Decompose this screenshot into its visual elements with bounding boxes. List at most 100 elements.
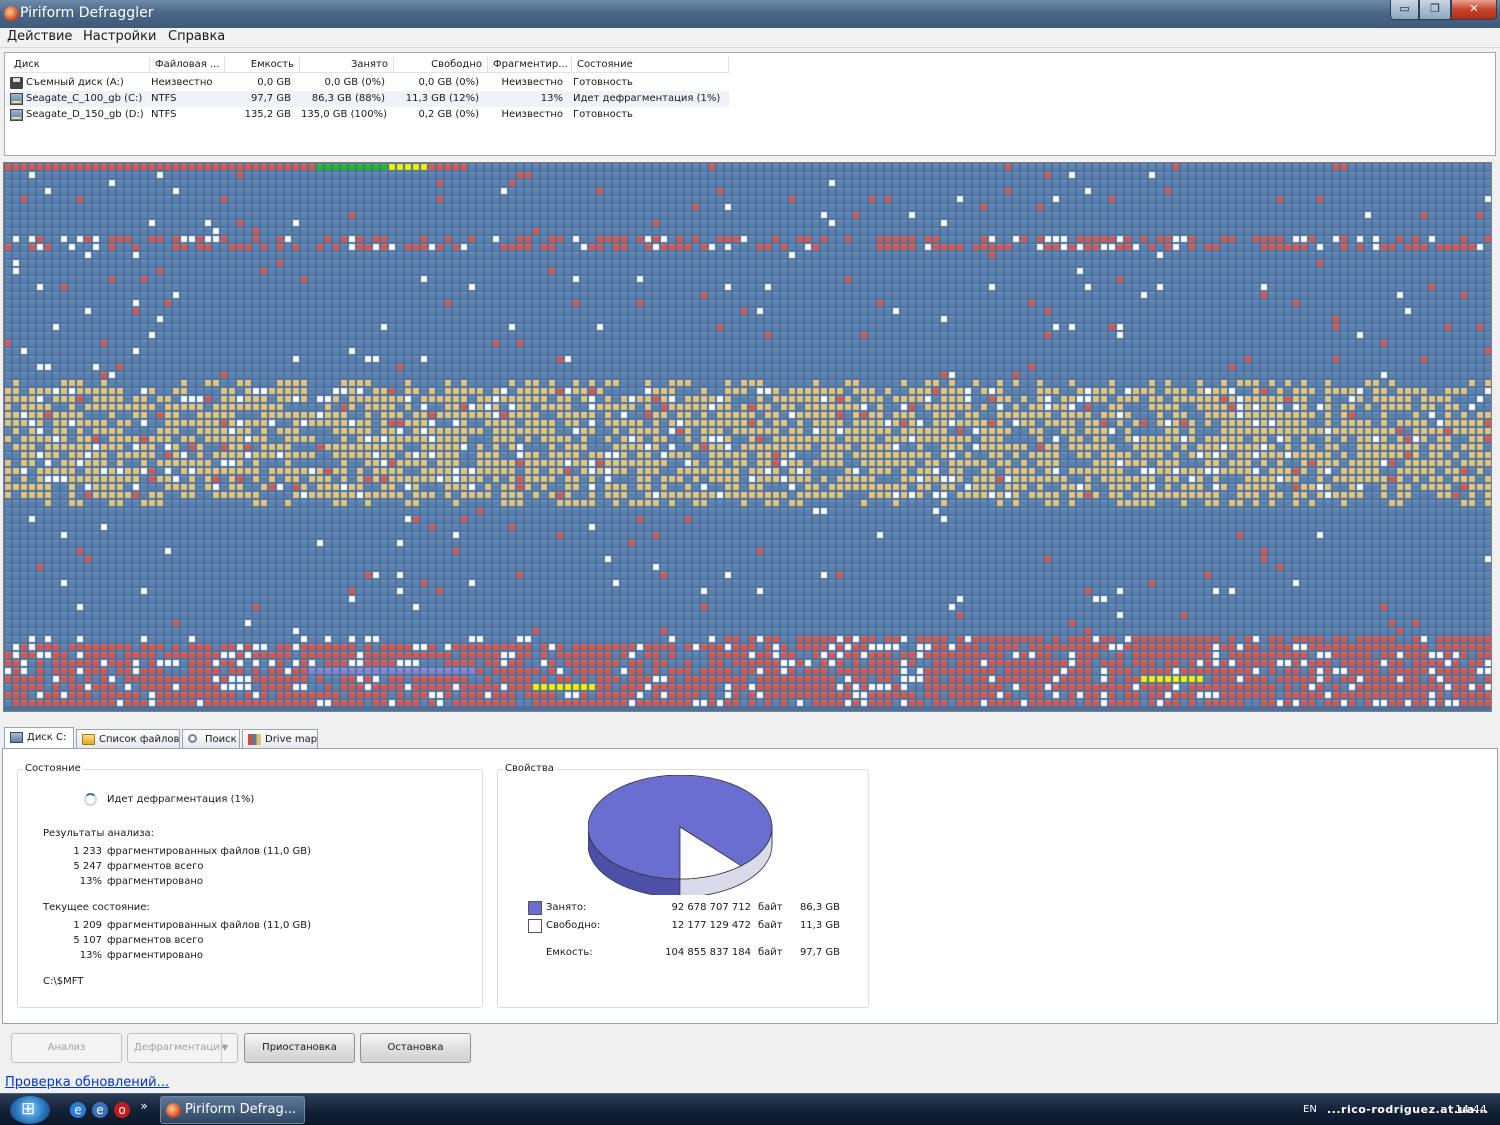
prop-bytes-capacity: 104 855 837 184: [665, 947, 751, 958]
prop-unit: байт: [758, 920, 783, 931]
tab-label: Диск C:: [27, 732, 67, 743]
pause-button[interactable]: Приостановка: [244, 1033, 355, 1063]
stop-button[interactable]: Остановка: [360, 1033, 471, 1063]
drive-map-icon: [248, 734, 261, 745]
status-group: Состояние Идет дефрагментация (1%) Резул…: [17, 763, 483, 1008]
column-fragmentation[interactable]: Фрагментир...: [488, 57, 572, 73]
status-group-title: Состояние: [23, 763, 83, 774]
usage-pie-chart: [588, 775, 773, 895]
analysis-value: 1 233: [73, 846, 102, 857]
prop-label-free: Свободно:: [546, 920, 601, 931]
column-status[interactable]: Состояние: [572, 57, 729, 73]
tab-disk-c[interactable]: Диск C:: [4, 727, 74, 749]
check-updates-link[interactable]: Проверка обновлений...: [5, 1075, 170, 1090]
drive-map[interactable]: [3, 162, 1492, 712]
tab-file-list[interactable]: Список файлов: [76, 729, 180, 749]
quick-launch-icon[interactable]: e: [92, 1102, 108, 1118]
current-label: фрагментировано: [107, 950, 203, 961]
menu-help[interactable]: Справка: [168, 29, 226, 44]
defraggler-app-icon: [4, 6, 19, 21]
prop-size-used: 86,3 GB: [799, 902, 840, 913]
disk-status: Идет дефрагментация (1%): [573, 93, 721, 104]
legend-used-swatch: [528, 901, 542, 915]
search-icon: [188, 734, 197, 743]
opera-icon[interactable]: o: [114, 1102, 130, 1118]
disk-filesystem: NTFS: [151, 93, 177, 104]
defragment-button[interactable]: Дефрагментация ▼: [127, 1033, 238, 1063]
taskbar-defraggler-button[interactable]: Piriform Defrag...: [160, 1096, 305, 1124]
disk-status: Готовность: [573, 109, 633, 120]
watermark-text: ...rico-rodriguez.at.ua...: [1327, 1103, 1489, 1116]
disk-row-a[interactable]: Съемный диск (A:) Неизвестно 0,0 GB 0,0 …: [6, 75, 729, 91]
tab-drive-map[interactable]: Drive map: [242, 729, 318, 749]
disk-icon: [10, 732, 23, 743]
menu-settings[interactable]: Настройки: [83, 29, 157, 44]
prop-size-capacity: 97,7 GB: [799, 947, 840, 958]
current-label: фрагментов всего: [107, 935, 204, 946]
column-used[interactable]: Занято: [300, 57, 394, 73]
close-button[interactable]: ✕: [1451, 0, 1497, 20]
column-disk[interactable]: Диск: [9, 57, 150, 73]
disk-used: 0,0 GB (0%): [324, 77, 385, 88]
current-value: 1 209: [73, 920, 102, 931]
drive-map-canvas[interactable]: [4, 163, 1491, 711]
disk-filesystem: Неизвестно: [151, 77, 213, 88]
prop-label-used: Занято:: [546, 902, 587, 913]
clock[interactable]: 14:44: [1455, 1103, 1487, 1116]
disk-free: 0,2 GB (0%): [418, 109, 479, 120]
current-label: фрагментированных файлов (11,0 GB): [107, 920, 312, 931]
analyze-button[interactable]: Анализ: [11, 1033, 122, 1063]
disk-capacity: 0,0 GB: [257, 77, 291, 88]
disk-list: Диск Файловая ... Емкость Занято Свободн…: [4, 52, 1496, 156]
current-value: 13%: [79, 950, 102, 961]
language-indicator[interactable]: EN: [1303, 1104, 1317, 1115]
tab-label: Drive map: [265, 734, 318, 745]
taskbar: e e o » Piriform Defrag... EN ...rico-ro…: [0, 1093, 1500, 1125]
disk-filesystem: NTFS: [151, 109, 177, 120]
tab-label: Поиск: [205, 734, 237, 745]
disk-capacity: 135,2 GB: [244, 109, 291, 120]
tab-search[interactable]: Поиск: [182, 729, 240, 749]
chevron-down-icon[interactable]: ▼: [221, 1034, 237, 1062]
disk-fragmentation: Неизвестно: [501, 77, 563, 88]
legend-free-swatch: [528, 919, 542, 933]
disk-used: 86,3 GB (88%): [311, 93, 385, 104]
column-free[interactable]: Свободно: [394, 57, 488, 73]
menu-action[interactable]: Действие: [7, 29, 73, 44]
prop-bytes-used: 92 678 707 712: [671, 902, 751, 913]
analysis-value: 5 247: [73, 861, 102, 872]
disk-status: Готовность: [573, 77, 633, 88]
pie-free-slice: [679, 826, 743, 880]
quick-launch-more-icon[interactable]: »: [140, 1099, 148, 1113]
column-filesystem[interactable]: Файловая ...: [150, 57, 225, 73]
disk-row-c[interactable]: Seagate_C_100_gb (C:) NTFS 97,7 GB 86,3 …: [6, 91, 729, 107]
window-title: Piriform Defraggler: [20, 5, 154, 21]
internet-explorer-icon[interactable]: e: [70, 1102, 86, 1118]
taskbar-button-label: Piriform Defrag...: [185, 1102, 297, 1117]
properties-group-title: Свойства: [503, 763, 556, 774]
maximize-button[interactable]: ❐: [1419, 0, 1451, 20]
prop-unit: байт: [758, 902, 783, 913]
disk-fragmentation: 13%: [540, 93, 563, 104]
start-button[interactable]: [10, 1096, 50, 1124]
prop-bytes-free: 12 177 129 472: [671, 920, 751, 931]
disk-free: 0,0 GB (0%): [418, 77, 479, 88]
analysis-label: фрагментов всего: [107, 861, 204, 872]
minimize-button[interactable]: ▭: [1390, 0, 1419, 20]
defraggler-app-icon: [166, 1103, 181, 1118]
prop-unit: байт: [758, 947, 783, 958]
current-value: 5 107: [73, 935, 102, 946]
disk-capacity: 97,7 GB: [250, 93, 291, 104]
menu-bar: Действие Настройки Справка: [0, 28, 1500, 48]
prop-size-free: 11,3 GB: [799, 920, 840, 931]
disk-name: Seagate_D_150_gb (D:): [26, 109, 144, 120]
progress-spinner-icon: [84, 793, 97, 806]
disk-row-d[interactable]: Seagate_D_150_gb (D:) NTFS 135,2 GB 135,…: [6, 107, 729, 123]
analysis-label: фрагментировано: [107, 876, 203, 887]
disk-free: 11,3 GB (12%): [405, 93, 479, 104]
analysis-value: 13%: [79, 876, 102, 887]
disk-name: Съемный диск (A:): [26, 77, 124, 88]
column-capacity[interactable]: Емкость: [225, 57, 300, 73]
folder-icon: [82, 734, 95, 745]
disk-list-header: Диск Файловая ... Емкость Занято Свободн…: [9, 57, 729, 73]
